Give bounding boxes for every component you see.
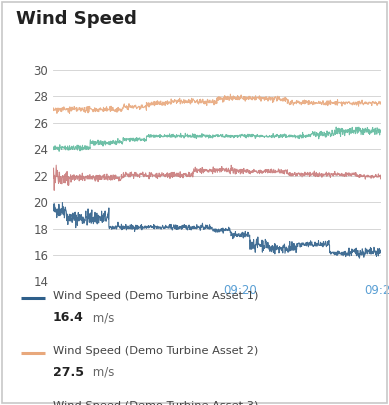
Text: 27.5: 27.5	[53, 366, 84, 379]
Text: 16.4: 16.4	[53, 311, 83, 324]
Text: Wind Speed (Demo Turbine Asset 2): Wind Speed (Demo Turbine Asset 2)	[53, 346, 258, 356]
Text: Wind Speed (Demo Turbine Asset 1): Wind Speed (Demo Turbine Asset 1)	[53, 292, 258, 301]
Text: m/s: m/s	[89, 311, 114, 324]
Text: Wind Speed (Demo Turbine Asset 3): Wind Speed (Demo Turbine Asset 3)	[53, 401, 258, 405]
Text: m/s: m/s	[89, 366, 114, 379]
Text: Wind Speed: Wind Speed	[16, 10, 137, 28]
